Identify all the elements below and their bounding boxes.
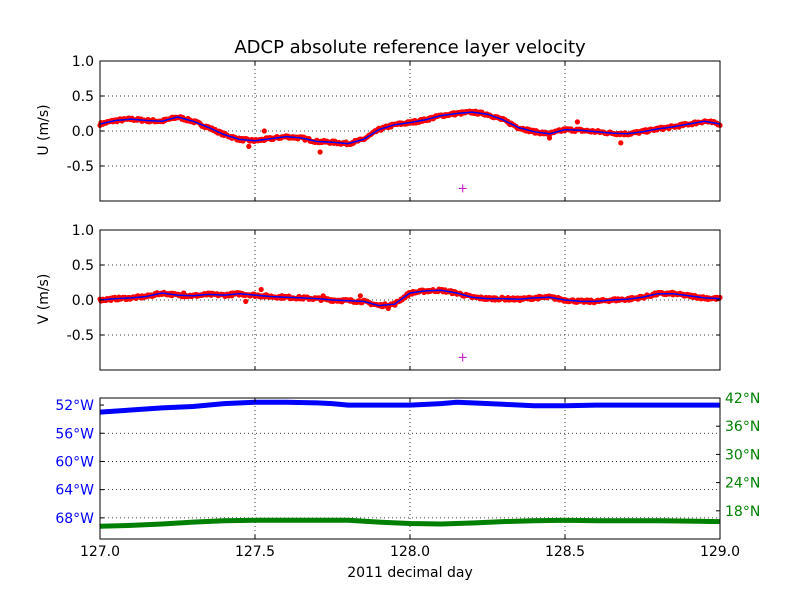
smoothed-line: [99, 111, 721, 145]
outlier-point: [574, 119, 581, 125]
x-tick-label: 127.5: [235, 544, 275, 560]
y-tick-label: 0.5: [72, 89, 94, 105]
u-velocity-panel: 1.0 0.5 0.0 -0.5: [67, 54, 723, 202]
x-tick-label: 128.0: [390, 544, 430, 560]
x-tick-label: 128.5: [545, 544, 585, 560]
latitude-tick-label: 42°N: [725, 391, 760, 407]
outlier-point: [385, 305, 391, 311]
latitude-line: [99, 517, 721, 529]
outlier-point: [317, 149, 323, 155]
smoothed-line: [99, 289, 721, 307]
x-tick-label: 127.0: [80, 544, 120, 560]
position-panel: 52°W 56°W 60°W 64°W 68°W 42°N 36°N 30°N 24°N 18°N…: [55, 391, 760, 560]
outlier-point: [246, 143, 252, 149]
y-tick-label: 0.0: [72, 124, 94, 140]
y-tick-label: -0.5: [67, 328, 94, 344]
outlier-point: [243, 298, 249, 304]
longitude-line: [99, 399, 720, 415]
y-tick-label: 1.0: [72, 223, 94, 239]
y-tick-label: 0.5: [72, 258, 94, 274]
y-tick-label: 0.0: [72, 293, 94, 309]
outlier-point: [618, 140, 624, 146]
outlier-point: [357, 293, 363, 299]
u-axis-label: U (m/s): [36, 104, 52, 155]
outlier-point: [258, 286, 264, 293]
outlier-point: [261, 128, 267, 134]
outlier-point: [546, 135, 553, 141]
velocity-points: [97, 286, 723, 310]
latitude-tick-label: 30°N: [725, 447, 760, 463]
y-tick-label: -0.5: [67, 159, 94, 175]
latitude-tick-label: 36°N: [725, 419, 760, 435]
outlier-point: [181, 290, 187, 296]
x-axis-label: 2011 decimal day: [347, 565, 472, 581]
plus-marker: [458, 184, 467, 193]
latitude-tick-label: 18°N: [725, 504, 760, 520]
longitude-tick-label: 60°W: [55, 454, 94, 470]
longitude-tick-label: 68°W: [55, 511, 94, 527]
outlier-point: [320, 293, 326, 299]
latitude-tick-label: 24°N: [725, 476, 760, 492]
longitude-tick-label: 52°W: [55, 398, 94, 414]
x-tick-label: 129.0: [700, 544, 740, 560]
v-velocity-panel: 1.0 0.5 0.0 -0.5: [67, 223, 723, 371]
longitude-tick-label: 64°W: [55, 483, 94, 499]
plus-marker: [458, 353, 467, 362]
v-axis-label: V (m/s): [36, 274, 52, 325]
y-tick-label: 1.0: [72, 54, 94, 70]
longitude-tick-label: 56°W: [55, 426, 94, 442]
chart-title: ADCP absolute reference layer velocity: [234, 37, 586, 58]
